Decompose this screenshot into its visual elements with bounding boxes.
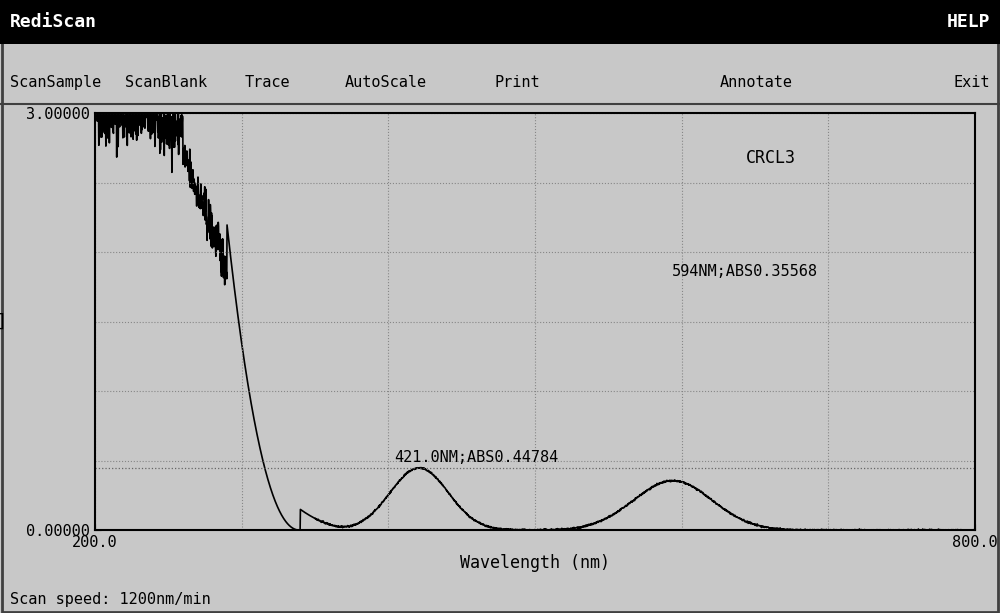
Text: RediScan: RediScan: [10, 13, 97, 31]
Text: ScanSample: ScanSample: [10, 75, 101, 90]
Text: ScanBlank: ScanBlank: [125, 75, 207, 90]
Bar: [0, 0, 1000, 44]
Text: AutoScale: AutoScale: [345, 75, 427, 90]
Text: 594NM;ABS0.35568: 594NM;ABS0.35568: [671, 264, 817, 279]
Text: Scan speed: 1200nm/min: Scan speed: 1200nm/min: [10, 592, 211, 607]
Text: HELP: HELP: [946, 13, 990, 31]
Text: Trace: Trace: [245, 75, 291, 90]
Text: 421.0NM;ABS0.44784: 421.0NM;ABS0.44784: [394, 450, 558, 465]
X-axis label: Wavelength (nm): Wavelength (nm): [460, 554, 610, 573]
Text: Exit: Exit: [954, 75, 990, 90]
Text: CRCL3: CRCL3: [746, 150, 796, 167]
Y-axis label: [Abs]: [Abs]: [0, 313, 7, 331]
Text: Print: Print: [495, 75, 541, 90]
Text: Annotate: Annotate: [720, 75, 793, 90]
